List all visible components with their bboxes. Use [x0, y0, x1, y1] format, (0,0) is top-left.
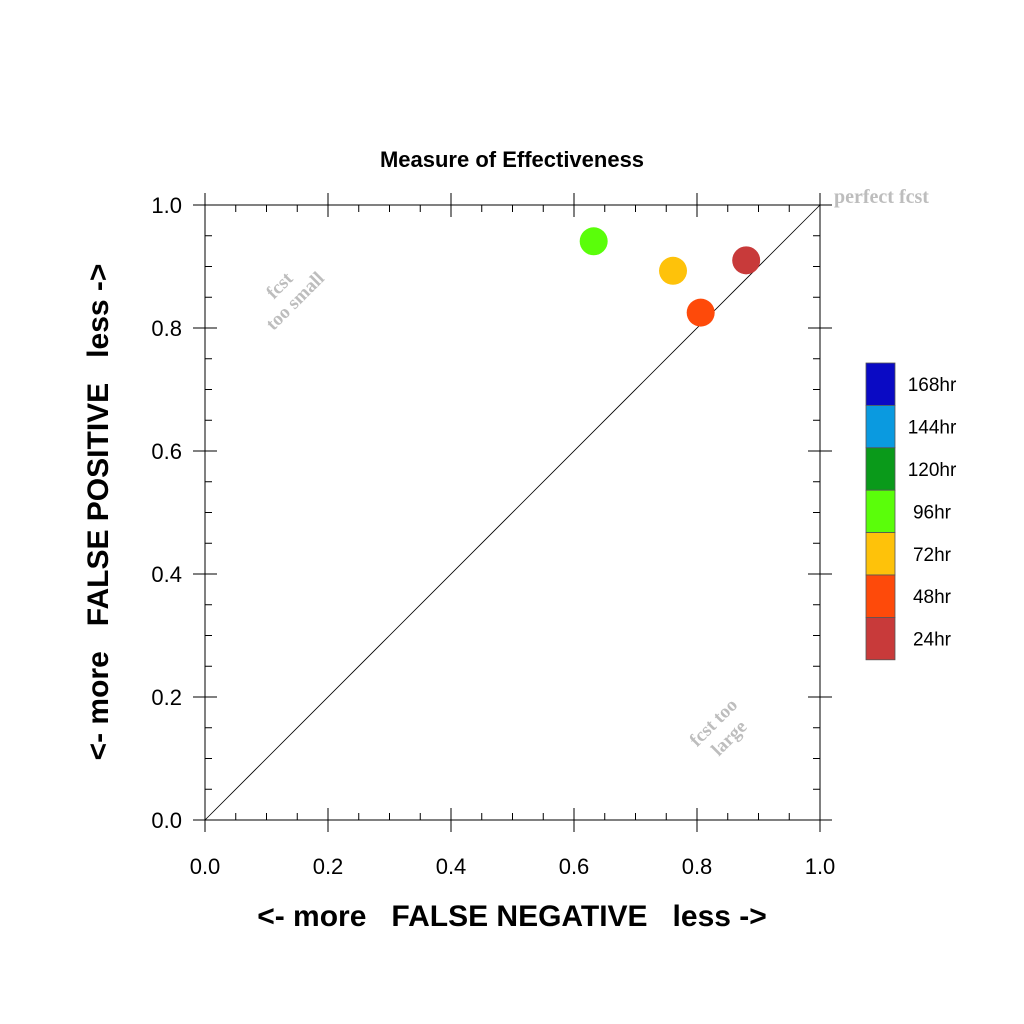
- legend-label-168hr: 168hr: [908, 375, 957, 396]
- x-axis-label: <- more FALSE NEGATIVE less ->: [257, 900, 767, 933]
- y-tick-label: 0.6: [151, 439, 182, 464]
- x-tick-label: 0.4: [436, 854, 467, 879]
- y-tick-label: 0.8: [151, 316, 182, 341]
- legend-swatch-120hr: [865, 447, 896, 491]
- legend-swatch-96hr: [865, 489, 896, 534]
- y-tick-label: 1.0: [151, 193, 182, 218]
- point-48hr: [686, 298, 715, 327]
- chart-title: Measure of Effectiveness: [380, 147, 644, 172]
- y-tick-label: 0.0: [151, 808, 182, 833]
- diagonal-line: [204, 204, 821, 821]
- legend-label-48hr: 48hr: [913, 587, 952, 608]
- annotation-fcst-too-large: fcst too large: [686, 695, 752, 761]
- x-tick-label: 0.2: [313, 854, 344, 879]
- legend-swatch-144hr: [865, 404, 896, 449]
- legend-swatch-24hr: [865, 617, 896, 661]
- y-tick-labels: 0.0 0.2 0.4 0.6 0.8 1.0: [151, 193, 182, 833]
- annotation-perfect-fcst: perfect fcst: [834, 186, 929, 208]
- legend-swatch-72hr: [865, 532, 896, 576]
- data-points: [579, 227, 761, 327]
- legend-swatch-48hr: [865, 574, 896, 618]
- y-tick-label: 0.4: [151, 562, 182, 587]
- legend-label-120hr: 120hr: [908, 460, 957, 481]
- x-tick-label: 0.6: [559, 854, 590, 879]
- legend-label-96hr: 96hr: [913, 502, 952, 523]
- annotation-fcst-too-small: fcst too small: [262, 268, 329, 335]
- point-24hr: [732, 246, 761, 275]
- point-72hr: [659, 256, 688, 285]
- point-96hr: [579, 227, 608, 256]
- x-tick-label: 0.8: [682, 854, 713, 879]
- legend-label-24hr: 24hr: [913, 630, 952, 651]
- y-tick-label: 0.2: [151, 685, 182, 710]
- legend-label-72hr: 72hr: [913, 545, 952, 566]
- y-axis-label: <- more FALSE POSITIVE less ->: [82, 264, 115, 761]
- legend: 168hr 144hr 120hr 96hr 72hr 48hr 24hr: [865, 362, 957, 661]
- legend-swatch-168hr: [865, 362, 896, 406]
- legend-label-144hr: 144hr: [908, 418, 957, 439]
- x-tick-labels: 0.0 0.2 0.4 0.6 0.8 1.0: [190, 854, 836, 879]
- x-tick-label: 0.0: [190, 854, 221, 879]
- x-tick-label: 1.0: [805, 854, 836, 879]
- axis-ticks: [193, 193, 832, 832]
